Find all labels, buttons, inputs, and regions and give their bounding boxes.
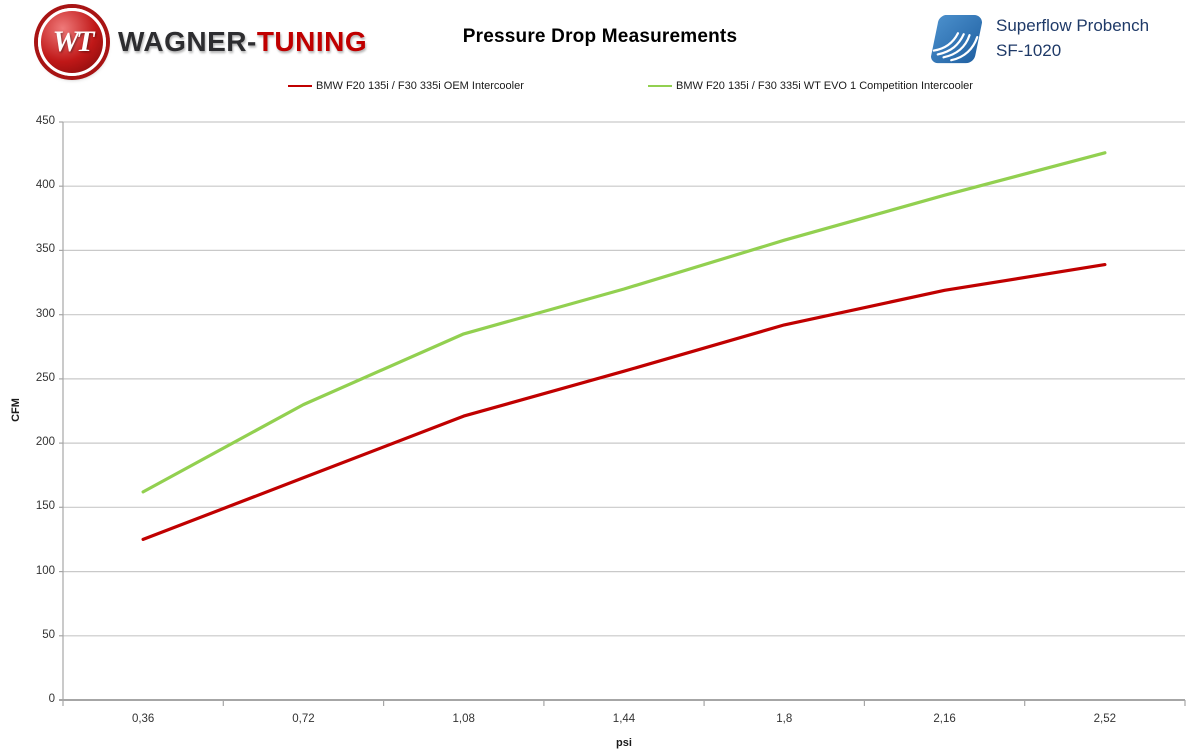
superflow-logo-icon: [931, 14, 983, 64]
legend-line-evo1-icon: [648, 85, 672, 87]
bench-name: Superflow Probench: [996, 16, 1150, 35]
wagner-tuning-logo: WT WAGNER-TUNING: [38, 8, 367, 76]
y-axis-title: CFM: [10, 398, 22, 422]
brand-name-wagner: WAGNER-: [118, 26, 257, 57]
wagner-wt-emblem-icon: WT: [38, 8, 106, 76]
superflow-branding: Superflow Probench SF-1020: [930, 14, 1149, 66]
x-tick-label: 2,16: [933, 713, 956, 725]
y-tick-label: 50: [42, 628, 55, 641]
legend-item-oem: BMW F20 135i / F30 335i OEM Intercooler: [288, 80, 524, 92]
x-axis-title: psi: [616, 737, 632, 749]
legend-item-evo1: BMW F20 135i / F30 335i WT EVO 1 Competi…: [648, 80, 973, 92]
x-tick-label: 1,44: [612, 713, 636, 725]
brand-name: WAGNER-TUNING: [118, 26, 367, 58]
x-tick-label: 0,72: [292, 713, 315, 725]
emblem-letters: WT: [52, 25, 95, 58]
y-tick-label: 300: [35, 307, 55, 320]
x-tick-label: 1,08: [452, 713, 475, 725]
y-tick-label: 350: [35, 243, 55, 256]
bench-label: Superflow Probench SF-1020: [996, 14, 1149, 63]
legend-label-oem: BMW F20 135i / F30 335i OEM Intercooler: [316, 80, 524, 92]
y-tick-label: 250: [35, 371, 55, 384]
x-tick-label: 1,8: [776, 713, 793, 725]
legend-line-oem-icon: [288, 85, 312, 87]
chart-title: Pressure Drop Measurements: [462, 26, 738, 47]
brand-name-tuning: TUNING: [256, 26, 368, 57]
y-tick-label: 400: [35, 179, 55, 192]
x-tick-label: 0,36: [131, 713, 155, 725]
y-tick-label: 100: [35, 564, 55, 577]
legend-label-evo1: BMW F20 135i / F30 335i WT EVO 1 Competi…: [676, 80, 973, 92]
y-tick-label: 450: [35, 115, 55, 127]
y-tick-label: 0: [48, 693, 55, 705]
y-tick-label: 200: [35, 436, 55, 449]
legend: BMW F20 135i / F30 335i OEM Intercooler …: [0, 80, 1200, 98]
y-tick-label: 150: [35, 500, 55, 513]
bench-model: SF-1020: [996, 40, 1062, 60]
x-tick-label: 2,52: [1093, 713, 1117, 725]
